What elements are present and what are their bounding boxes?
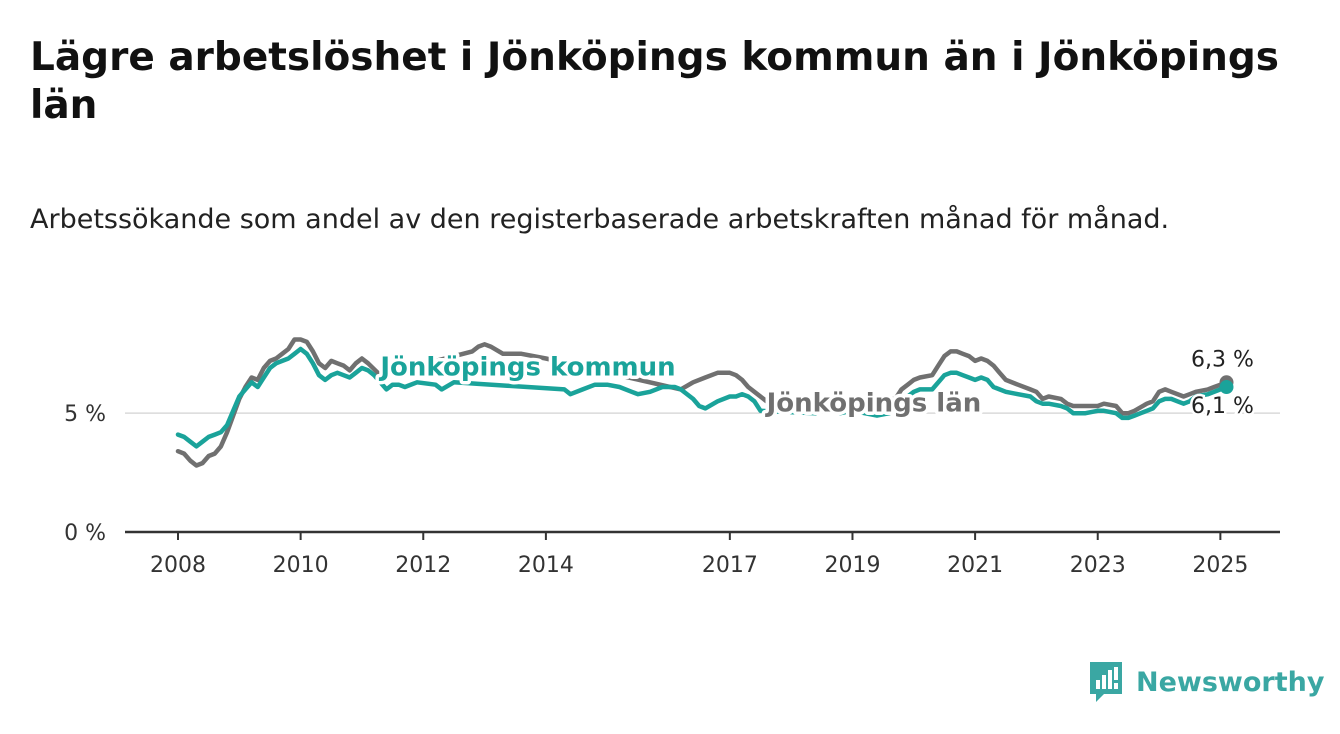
end-value-label-0: 6,3 % xyxy=(1191,347,1254,372)
x-tick-label: 2008 xyxy=(150,553,206,578)
chart-subtitle: Arbetssökande som andel av den registerb… xyxy=(30,204,1170,235)
x-tick-label: 2021 xyxy=(947,553,1003,578)
x-tick-label: 2025 xyxy=(1192,553,1248,578)
x-tick-label: 2019 xyxy=(824,553,880,578)
y-tick-label: 0 % xyxy=(64,521,106,546)
x-tick-label: 2012 xyxy=(395,553,451,578)
series-line-0 xyxy=(175,337,1229,468)
series-line-1 xyxy=(175,346,1229,449)
series-label-1: Jönköpings kommun xyxy=(378,353,675,383)
series-label-0: Jönköpings län xyxy=(765,388,982,418)
newsworthy-bar-chart-icon xyxy=(1090,662,1122,702)
x-tick-label: 2014 xyxy=(518,553,574,578)
end-value-label-1: 6,1 % xyxy=(1191,394,1254,419)
y-tick-label: 5 % xyxy=(64,402,106,427)
x-tick-label: 2010 xyxy=(273,553,329,578)
brand-logo: Newsworthy xyxy=(1088,660,1324,704)
x-tick-label: 2017 xyxy=(702,553,758,578)
brand-name: Newsworthy xyxy=(1136,666,1325,698)
end-marker-1 xyxy=(1219,380,1234,395)
chart-title: Lägre arbetslöshet i Jönköpings kommun ä… xyxy=(30,35,1279,128)
line-chart: 0 % 5 % 2008 2010 2012 2014 2017 2019 2021 2023 20… xyxy=(64,337,1280,578)
x-tick-label: 2023 xyxy=(1070,553,1126,578)
